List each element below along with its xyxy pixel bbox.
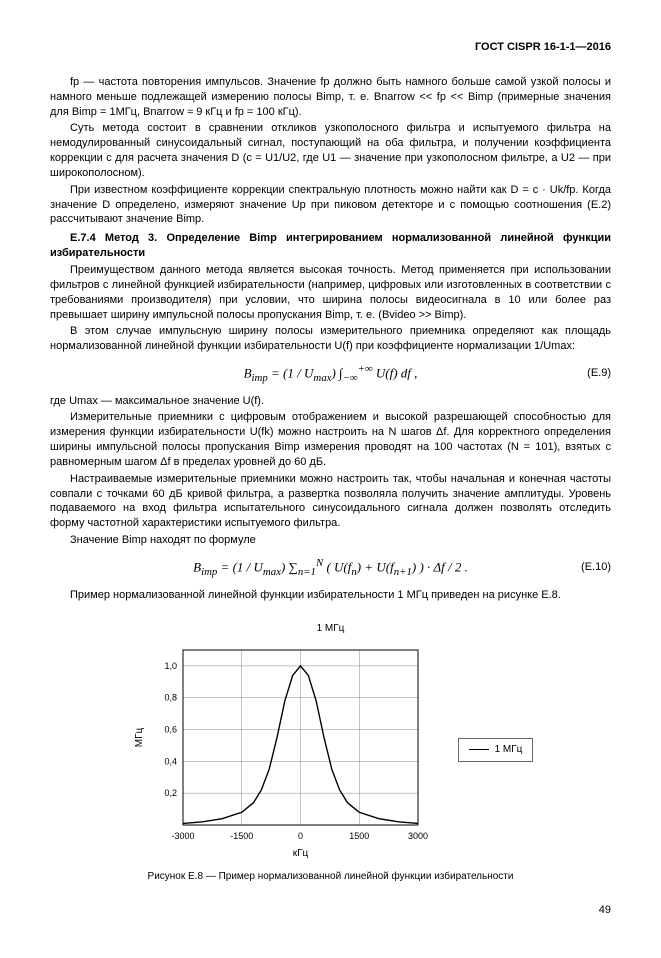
svg-text:0,2: 0,2 xyxy=(164,788,177,798)
section-title: E.7.4 Метод 3. Определение Bimp интегрир… xyxy=(50,231,611,261)
chart-container: 1 МГц -3000 -1500 0 1500 3000 0,2 0,4 0,6 0,8 1,0… xyxy=(50,622,611,883)
formula-e10: Bimp = (1 / Umax) ∑n=1N ( U(fn) + U(fn+1… xyxy=(50,556,611,580)
formula-e10-label: (E.10) xyxy=(581,560,611,575)
paragraph-3: При известном коэффициенте коррекции спе… xyxy=(50,183,611,228)
chart-caption: Рисунок E.8 — Пример нормализованной лин… xyxy=(50,870,611,884)
page-number: 49 xyxy=(50,903,611,918)
svg-text:1500: 1500 xyxy=(349,831,369,841)
svg-text:1,0: 1,0 xyxy=(164,661,177,671)
paragraph-1: fp — частота повторения импульсов. Значе… xyxy=(50,75,611,120)
paragraph-5: В этом случае импульсную ширину полосы и… xyxy=(50,324,611,354)
paragraph-2: Суть метода состоит в сравнении откликов… xyxy=(50,121,611,180)
svg-text:-3000: -3000 xyxy=(171,831,194,841)
paragraph-8: Настраиваемые измерительные приемники мо… xyxy=(50,472,611,531)
svg-text:0,4: 0,4 xyxy=(164,756,177,766)
chart-legend-text: 1 МГц xyxy=(495,744,523,755)
paragraph-4: Преимуществом данного метода является вы… xyxy=(50,263,611,322)
paragraph-7: Измерительные приемники с цифровым отобр… xyxy=(50,410,611,469)
chart-title-top: 1 МГц xyxy=(50,622,611,636)
svg-text:кГц: кГц xyxy=(292,848,308,859)
paragraph-9: Значение Bimp находят по формуле xyxy=(50,533,611,548)
standard-header: ГОСТ CISPR 16-1-1—2016 xyxy=(50,40,611,55)
formula-e9-body: Bimp = (1 / Umax) ∫−∞+∞ U(f) df , xyxy=(244,362,418,386)
chart-legend: 1 МГц xyxy=(458,738,534,762)
svg-text:0: 0 xyxy=(298,831,303,841)
svg-text:0,6: 0,6 xyxy=(164,724,177,734)
svg-text:3000: 3000 xyxy=(408,831,428,841)
paragraph-10: Пример нормализованной линейной функции … xyxy=(50,588,611,603)
svg-text:0,8: 0,8 xyxy=(164,693,177,703)
paragraph-6: где Umax — максимальное значение U(f). xyxy=(50,394,611,409)
svg-text:-1500: -1500 xyxy=(230,831,253,841)
formula-e9: Bimp = (1 / Umax) ∫−∞+∞ U(f) df , (E.9) xyxy=(50,362,611,386)
selectivity-chart: -3000 -1500 0 1500 3000 0,2 0,4 0,6 0,8 1,0 МГц кГц xyxy=(128,640,428,860)
formula-e10-body: Bimp = (1 / Umax) ∑n=1N ( U(fn) + U(fn+1… xyxy=(193,556,468,580)
svg-text:МГц: МГц xyxy=(134,727,145,747)
formula-e9-label: (E.9) xyxy=(587,366,611,381)
